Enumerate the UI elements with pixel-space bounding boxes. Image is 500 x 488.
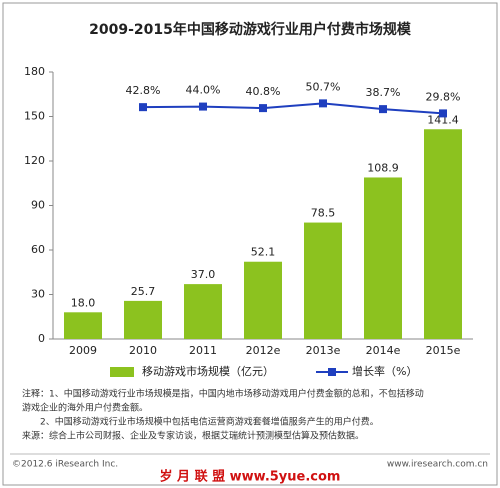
y-tick-label: 120	[24, 154, 45, 167]
y-tick-label: 150	[24, 110, 45, 123]
legend-swatch	[328, 368, 336, 376]
data-label: 141.4	[427, 113, 459, 126]
chart-title: 2009-2015年中国移动游戏行业用户付费市场规模	[89, 21, 412, 38]
data-label: 78.5	[311, 207, 336, 220]
bar	[304, 222, 342, 339]
legend-label: 增长率（%）	[352, 364, 417, 378]
note: 来源：综合上市公司财报、企业及专家访谈，根据艾瑞统计预测模型估算及预估数据。	[22, 430, 364, 442]
bar	[364, 177, 402, 339]
legend-label: 移动游戏市场规模（亿元）	[142, 364, 274, 378]
x-tick-label: 2013e	[306, 344, 341, 357]
y-tick-label: 60	[31, 243, 45, 256]
x-tick-label: 2011	[189, 344, 217, 357]
y-tick-label: 0	[38, 332, 45, 345]
data-label: 52.1	[251, 246, 276, 259]
footer-right: www.iresearch.com.cn	[387, 460, 488, 470]
line-marker	[259, 104, 267, 113]
data-label: 29.8%	[426, 90, 461, 103]
note: 2、中国移动游戏行业市场规模中包括电信运营商游戏套餐增值服务产生的用户付费。	[40, 416, 379, 428]
line	[142, 102, 444, 115]
data-label: 25.7	[131, 285, 156, 298]
note: 注释：1、中国移动游戏行业市场规模是指，中国内地市场移动游戏用户付费金额的总和，…	[22, 388, 424, 400]
line-marker	[379, 105, 387, 114]
data-label: 44.0%	[186, 84, 221, 97]
bar	[244, 261, 282, 339]
data-label: 37.0	[191, 268, 216, 281]
line-marker	[199, 102, 207, 111]
note: 游戏企业的海外用户付费金额。	[22, 402, 148, 414]
bar	[184, 284, 222, 339]
x-tick-label: 2012e	[246, 344, 281, 357]
line-marker	[139, 103, 147, 112]
x-tick-label: 2009	[69, 344, 97, 357]
data-label: 108.9	[367, 161, 399, 174]
data-label: 50.7%	[306, 80, 341, 93]
x-tick-label: 2010	[129, 344, 157, 357]
y-tick-label: 30	[31, 288, 45, 301]
x-tick-label: 2015e	[426, 344, 461, 357]
data-label: 42.8%	[126, 84, 161, 97]
bar	[124, 300, 162, 339]
bar	[424, 129, 462, 339]
data-label: 18.0	[71, 296, 96, 309]
y-tick-label: 90	[31, 199, 45, 212]
x-tick-label: 2014e	[366, 344, 401, 357]
legend-swatch	[110, 367, 134, 377]
data-label: 40.8%	[246, 85, 281, 98]
bar	[64, 312, 102, 339]
watermark: 岁 月 联 盟 www.5yue.com	[160, 469, 341, 485]
line-marker	[439, 109, 447, 118]
footer-left: ©2012.6 iResearch Inc.	[12, 460, 118, 470]
line-marker	[319, 99, 327, 108]
data-label: 38.7%	[366, 86, 401, 99]
y-tick-label: 180	[24, 65, 45, 78]
